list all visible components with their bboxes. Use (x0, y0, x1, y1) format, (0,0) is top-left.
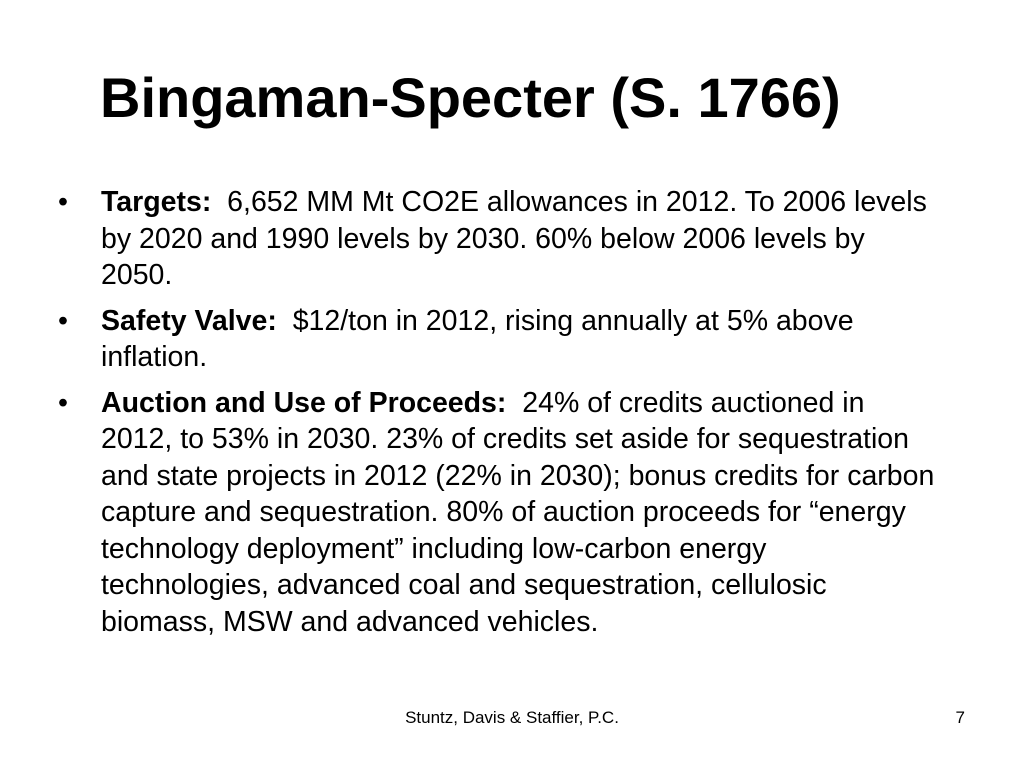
bullet-label: Targets: (101, 186, 212, 218)
bullet-item-auction: • Auction and Use of Proceeds: 24% of cre… (58, 385, 938, 641)
bullet-item-targets: • Targets: 6,652 MM Mt CO2E allowances in… (58, 184, 938, 294)
slide-footer: Stuntz, Davis & Staffier, P.C. (405, 708, 619, 727)
bullet-marker: • (58, 304, 68, 337)
bullet-label: Auction and Use of Proceeds: (101, 386, 507, 419)
bullet-label: Safety Valve: (101, 304, 277, 337)
bullet-text: 6,652 MM Mt CO2E allowances in 2012. To … (101, 186, 927, 291)
bullet-item-safety-valve: • Safety Valve: $12/ton in 2012, rising a… (58, 303, 938, 376)
bullet-text: 24% of credits auctioned in 2012, to 53%… (101, 386, 935, 638)
bullet-list: • Targets: 6,652 MM Mt CO2E allowances in… (58, 184, 938, 649)
bullet-text: $12/ton in 2012, rising annually at 5% a… (101, 304, 854, 374)
slide-title: Bingaman-Specter (S. 1766) (100, 66, 841, 129)
page-number: 7 (955, 708, 965, 727)
bullet-marker: • (58, 186, 68, 218)
bullet-marker: • (58, 386, 68, 419)
